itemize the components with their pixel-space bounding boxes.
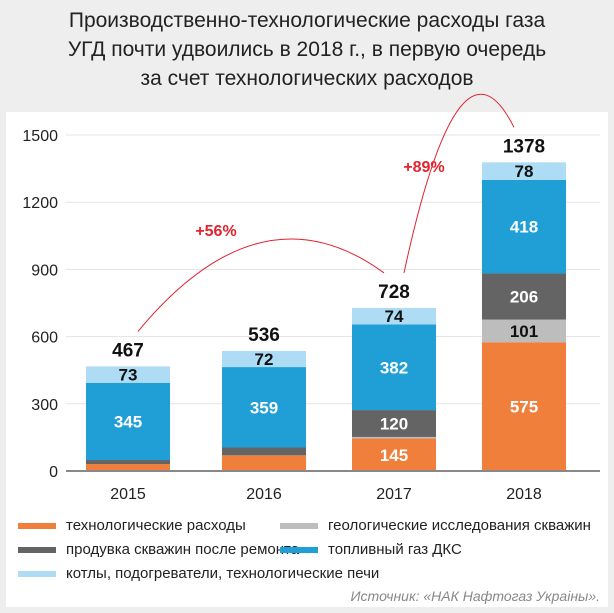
data-label: 382: [380, 358, 408, 377]
data-label: 73: [119, 366, 138, 385]
growth-label: +56%: [195, 223, 236, 240]
data-label: 120: [380, 415, 408, 434]
data-label: 145: [380, 446, 408, 465]
data-label: 78: [515, 162, 534, 181]
title-line: УГД почти удвоились в 2018 г., в первую …: [67, 38, 547, 61]
legend-item: технологические расходы: [18, 517, 246, 534]
data-label: 74: [385, 307, 404, 326]
legend-swatch: [18, 546, 56, 553]
x-tick-label: 2017: [376, 486, 412, 503]
title-line: Производственно-технологические расходы …: [68, 9, 546, 32]
legend-item: топливный газ ДКС: [280, 541, 462, 558]
legend-label: котлы, подогреватели, технологические пе…: [66, 565, 380, 582]
total-label: 467: [112, 340, 144, 361]
bar-segment: [482, 179, 566, 274]
bar-segment: [482, 319, 566, 343]
bar-segment: [86, 464, 170, 471]
y-tick-label: 900: [31, 262, 58, 279]
bar-segment: [482, 162, 566, 180]
bar-segment: [222, 447, 306, 456]
bar-segment: [352, 307, 436, 325]
y-tick-label: 300: [31, 397, 58, 414]
y-tick-label: 0: [49, 464, 58, 481]
bar-segment: [352, 436, 436, 439]
data-label: 418: [510, 218, 538, 237]
bar-segment: [352, 410, 436, 437]
legend-label: геологические исследования скважин: [328, 517, 591, 534]
total-label: 728: [378, 282, 410, 303]
growth-arc: [403, 93, 515, 274]
bar-segment: [482, 273, 566, 320]
bar-segment: [222, 350, 306, 368]
total-label: 1378: [503, 136, 545, 157]
y-tick-label: 600: [31, 330, 58, 347]
y-tick-label: 1200: [22, 195, 58, 212]
legend-label: технологические расходы: [66, 517, 246, 534]
growth-arc: [137, 238, 385, 332]
bar-segment: [86, 366, 170, 383]
legend-label: продувка скважин после ремонта: [66, 541, 300, 558]
x-tick-label: 2015: [110, 486, 146, 503]
legend-item: котлы, подогреватели, технологические пе…: [18, 565, 379, 582]
bar-segment: [352, 324, 436, 411]
data-label: 206: [510, 288, 538, 307]
bar-segment: [352, 438, 436, 471]
legend-swatch: [280, 546, 318, 553]
bar-segment: [222, 367, 306, 448]
x-tick-label: 2018: [506, 486, 542, 503]
y-tick-label: 1500: [22, 128, 58, 145]
total-label: 536: [248, 325, 280, 346]
data-label: 575: [510, 398, 538, 417]
legend-swatch: [18, 570, 56, 577]
legend-label: топливный газ ДКС: [328, 541, 462, 558]
title-line: за счет технологических расходов: [140, 67, 474, 90]
bar-segment: [86, 382, 170, 461]
legend-swatch: [18, 522, 56, 529]
legend-swatch: [280, 522, 318, 529]
chart-title: Производственно-технологические расходы …: [0, 6, 614, 93]
growth-label: +89%: [403, 159, 444, 176]
data-label: 72: [255, 350, 274, 369]
legend-item: геологические исследования скважин: [280, 517, 591, 534]
bar-segment: [482, 342, 566, 471]
bar-segment: [222, 455, 306, 471]
source-note: Источник: «НАК Нафтогаз Украіны».: [350, 588, 600, 604]
legend-item: продувка скважин после ремонта: [18, 541, 299, 558]
data-label: 101: [510, 322, 538, 341]
x-tick-label: 2016: [246, 486, 282, 503]
data-label: 345: [114, 412, 142, 431]
bar-segment: [86, 460, 170, 465]
data-label: 359: [250, 398, 278, 417]
